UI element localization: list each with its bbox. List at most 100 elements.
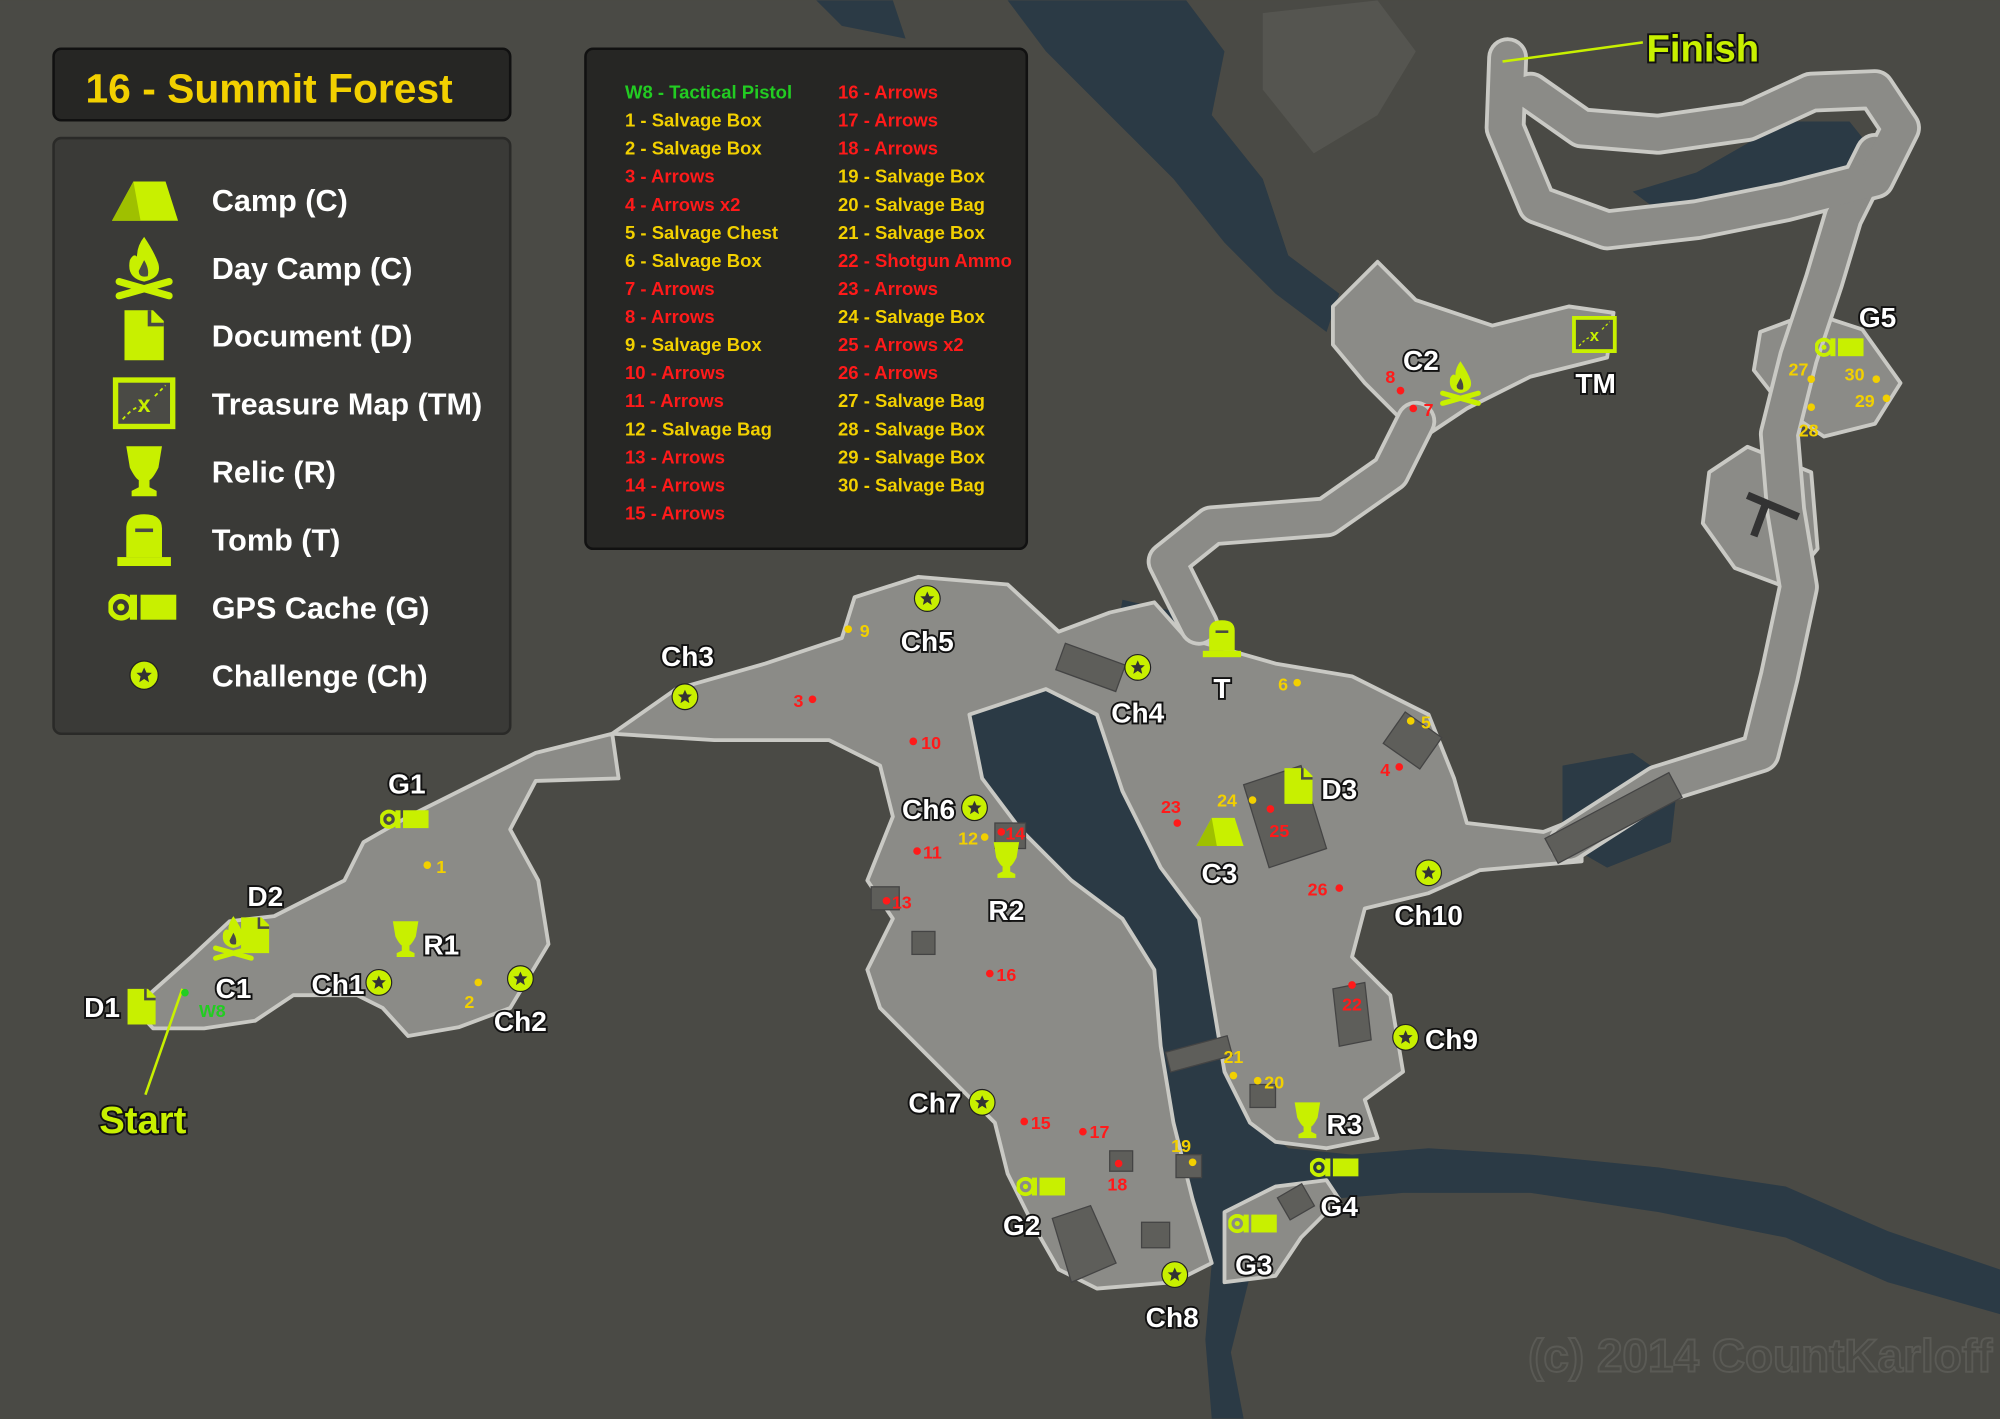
map-marker-c3[interactable]: C3 (1196, 817, 1244, 891)
map-marker-d3[interactable]: D3 (1283, 766, 1359, 807)
loot-dot[interactable] (808, 695, 817, 704)
loot-marker[interactable]: 28 (1799, 403, 1819, 441)
loot-marker[interactable]: 12 (958, 829, 989, 849)
loot-dot[interactable] (1253, 1076, 1262, 1085)
loot-dot[interactable] (1882, 394, 1891, 403)
loot-marker[interactable]: 23 (1161, 797, 1182, 827)
map-marker-g3[interactable]: G3 (1228, 1212, 1279, 1282)
map-marker-ch7[interactable]: Ch7 (907, 1086, 996, 1120)
loot-dot[interactable] (423, 861, 432, 869)
map-marker-ch9[interactable]: Ch9 (1392, 1022, 1480, 1057)
map-marker-c1[interactable]: C1 (215, 916, 251, 1006)
loot-dot[interactable] (1396, 386, 1405, 395)
challenge-icon[interactable] (506, 965, 534, 993)
loot-dot[interactable] (1248, 796, 1257, 804)
loot-marker[interactable]: 15 (1020, 1113, 1051, 1133)
loot-marker[interactable]: 30 (1845, 364, 1881, 384)
loot-marker[interactable]: 22 (1342, 981, 1362, 1015)
map-marker-t[interactable]: T (1202, 620, 1242, 706)
challenge-icon[interactable] (1124, 653, 1152, 681)
loot-dot[interactable] (1229, 1071, 1238, 1080)
loot-marker[interactable]: 3 (794, 691, 817, 711)
document-icon[interactable] (1283, 766, 1314, 806)
loot-marker[interactable]: 4 (1380, 760, 1404, 780)
loot-dot[interactable] (1409, 404, 1418, 413)
loot-dot[interactable] (1020, 1117, 1029, 1126)
challenge-icon[interactable] (913, 585, 941, 612)
loot-dot[interactable] (997, 828, 1006, 836)
map-marker-r1[interactable]: R1 (392, 921, 461, 962)
loot-marker[interactable]: W8 (181, 988, 226, 1021)
loot-dot[interactable] (1807, 375, 1816, 383)
challenge-icon[interactable] (1161, 1261, 1189, 1288)
loot-marker[interactable]: 10 (909, 733, 941, 753)
loot-dot[interactable] (1406, 717, 1415, 725)
loot-dot[interactable] (1188, 1158, 1197, 1167)
loot-marker[interactable]: 1 (423, 857, 446, 877)
loot-dot[interactable] (1395, 763, 1404, 771)
loot-dot[interactable] (474, 978, 483, 987)
challenge-icon[interactable] (671, 683, 699, 711)
loot-marker[interactable]: 5 (1406, 713, 1431, 733)
challenge-icon[interactable] (1415, 859, 1443, 887)
loot-dot[interactable] (1079, 1127, 1087, 1136)
loot-marker[interactable]: 19 (1171, 1136, 1197, 1167)
loot-marker[interactable]: 27 (1789, 359, 1816, 383)
loot-dot[interactable] (1335, 884, 1344, 892)
loot-dot[interactable] (1348, 981, 1356, 989)
loot-marker[interactable]: 6 (1278, 674, 1302, 694)
map-marker-g5[interactable]: G5 (1815, 300, 1898, 359)
loot-marker[interactable]: 17 (1079, 1122, 1109, 1142)
map-marker-d1[interactable]: D1 (82, 987, 157, 1026)
map-marker-ch3[interactable]: Ch3 (659, 639, 716, 711)
loot-marker[interactable]: 25 (1266, 805, 1290, 841)
gps-cache-icon[interactable] (1016, 1175, 1067, 1198)
loot-marker[interactable]: 26 (1308, 880, 1344, 900)
loot-marker[interactable]: 29 (1855, 391, 1891, 411)
map-marker-d2[interactable]: D2 (239, 879, 285, 955)
map-marker-ch10[interactable]: Ch10 (1392, 859, 1465, 933)
map-marker-r2[interactable]: R2 (987, 842, 1026, 928)
loot-dot[interactable] (1807, 403, 1816, 412)
loot-marker[interactable]: 8 (1385, 367, 1405, 395)
loot-dot[interactable] (1173, 819, 1182, 827)
challenge-icon[interactable] (968, 1088, 996, 1116)
loot-dot[interactable] (181, 988, 189, 997)
map-marker-ch5[interactable]: Ch5 (899, 585, 956, 659)
loot-marker[interactable]: 7 (1409, 400, 1434, 420)
loot-marker[interactable]: 9 (844, 621, 870, 641)
document-icon[interactable] (239, 916, 271, 955)
map-marker-ch4[interactable]: Ch4 (1109, 653, 1167, 730)
loot-marker[interactable]: 24 (1217, 790, 1257, 810)
map-marker-tm[interactable]: TM (1572, 316, 1618, 401)
loot-marker[interactable]: 2 (464, 978, 483, 1012)
loot-dot[interactable] (1266, 805, 1275, 813)
map-marker-ch6[interactable]: Ch6 (900, 792, 988, 827)
loot-marker[interactable]: 20 (1253, 1072, 1284, 1092)
gps-cache-icon[interactable] (1309, 1156, 1361, 1179)
loot-dot[interactable] (882, 897, 891, 905)
loot-marker[interactable]: 16 (985, 965, 1016, 985)
map-marker-ch8[interactable]: Ch8 (1144, 1261, 1201, 1335)
loot-marker[interactable]: 21 (1223, 1047, 1243, 1080)
loot-marker[interactable]: 11 (913, 843, 942, 863)
loot-marker[interactable]: 13 (882, 892, 912, 912)
map-marker-r3[interactable]: R3 (1294, 1102, 1364, 1142)
loot-marker[interactable]: 18 (1107, 1159, 1127, 1195)
loot-marker[interactable]: 14 (997, 824, 1025, 844)
map-marker-g4[interactable]: G4 (1309, 1156, 1361, 1224)
loot-dot[interactable] (980, 833, 989, 841)
challenge-icon[interactable] (365, 969, 393, 996)
challenge-icon[interactable] (961, 794, 988, 822)
treasure-map-icon[interactable] (1572, 316, 1617, 353)
loot-dot[interactable] (1872, 375, 1881, 383)
loot-dot[interactable] (913, 847, 921, 855)
map-marker-g1[interactable]: G1 (380, 767, 431, 831)
map-marker-ch2[interactable]: Ch2 (492, 965, 549, 1039)
loot-dot[interactable] (985, 969, 994, 978)
loot-dot[interactable] (844, 625, 853, 633)
loot-dot[interactable] (1293, 678, 1302, 687)
challenge-icon[interactable] (1392, 1023, 1420, 1051)
gps-cache-icon[interactable] (1228, 1212, 1279, 1235)
loot-dot[interactable] (909, 737, 918, 746)
